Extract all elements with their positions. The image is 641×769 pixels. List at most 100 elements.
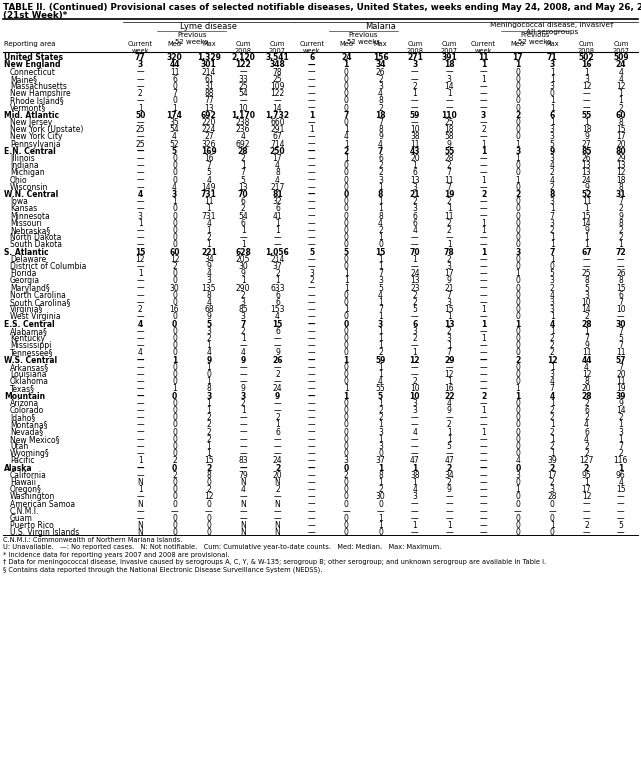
Text: —: — xyxy=(411,514,419,523)
Text: —: — xyxy=(308,363,315,371)
Text: —: — xyxy=(308,241,315,249)
Text: —: — xyxy=(274,449,281,458)
Text: —: — xyxy=(617,312,624,321)
Text: 1: 1 xyxy=(481,219,486,228)
Text: 0: 0 xyxy=(344,104,349,112)
Text: —: — xyxy=(239,413,247,422)
Text: Med: Med xyxy=(167,41,181,47)
Text: 1: 1 xyxy=(344,154,349,163)
Text: 2: 2 xyxy=(550,428,554,437)
Text: 24: 24 xyxy=(410,269,420,278)
Text: 2: 2 xyxy=(447,255,451,264)
Text: C.N.M.I.: C.N.M.I. xyxy=(10,507,39,516)
Text: 3: 3 xyxy=(550,82,554,91)
Text: 221: 221 xyxy=(201,248,217,257)
Text: 2: 2 xyxy=(619,233,623,242)
Text: 0: 0 xyxy=(378,241,383,249)
Text: 12: 12 xyxy=(582,82,591,91)
Text: 8: 8 xyxy=(378,211,383,221)
Text: —: — xyxy=(308,485,315,494)
Text: 1: 1 xyxy=(378,434,383,444)
Text: —: — xyxy=(137,341,144,350)
Text: 2: 2 xyxy=(447,421,451,429)
Text: 6: 6 xyxy=(275,327,280,336)
Text: —: — xyxy=(137,334,144,343)
Text: 0: 0 xyxy=(515,298,520,307)
Text: 3: 3 xyxy=(138,211,142,221)
Text: 85: 85 xyxy=(581,147,592,156)
Text: 0: 0 xyxy=(515,521,520,530)
Text: 0: 0 xyxy=(344,219,349,228)
Text: —: — xyxy=(308,514,315,523)
Text: —: — xyxy=(308,492,315,501)
Text: 1: 1 xyxy=(172,355,177,365)
Text: 77: 77 xyxy=(204,96,213,105)
Text: 0: 0 xyxy=(172,399,177,408)
Text: 1: 1 xyxy=(550,399,554,408)
Text: 1: 1 xyxy=(447,241,451,249)
Text: —: — xyxy=(479,485,487,494)
Text: 88: 88 xyxy=(204,89,213,98)
Text: 13: 13 xyxy=(238,183,248,191)
Text: 0: 0 xyxy=(344,205,349,214)
Text: 9: 9 xyxy=(447,140,452,148)
Text: 0: 0 xyxy=(550,89,554,98)
Text: 0: 0 xyxy=(172,370,177,379)
Text: 60: 60 xyxy=(169,248,179,257)
Text: —: — xyxy=(479,500,487,508)
Text: 4: 4 xyxy=(206,269,212,278)
Text: 9: 9 xyxy=(549,147,555,156)
Text: 1: 1 xyxy=(481,61,486,69)
Text: —: — xyxy=(137,226,144,235)
Text: 2: 2 xyxy=(550,168,554,178)
Text: 23: 23 xyxy=(410,284,420,292)
Text: E.N. Central: E.N. Central xyxy=(4,147,56,156)
Text: 3: 3 xyxy=(412,492,417,501)
Text: —: — xyxy=(137,413,144,422)
Text: 12: 12 xyxy=(547,355,558,365)
Text: 3: 3 xyxy=(619,428,623,437)
Text: 1: 1 xyxy=(378,363,383,371)
Text: —: — xyxy=(479,183,487,191)
Text: 1: 1 xyxy=(550,75,554,84)
Text: 4: 4 xyxy=(515,456,520,465)
Text: 1: 1 xyxy=(309,111,315,120)
Text: 1: 1 xyxy=(584,327,589,336)
Text: 1: 1 xyxy=(550,312,554,321)
Text: —: — xyxy=(479,348,487,358)
Text: 4: 4 xyxy=(619,68,623,77)
Text: 2: 2 xyxy=(550,406,554,415)
Text: —: — xyxy=(617,492,624,501)
Text: 1: 1 xyxy=(550,327,554,336)
Text: —: — xyxy=(137,154,144,163)
Text: 81: 81 xyxy=(272,190,283,199)
Text: C.N.M.I.: Commonwealth of Northern Mariana Islands.: C.N.M.I.: Commonwealth of Northern Maria… xyxy=(3,537,183,542)
Text: Texas§: Texas§ xyxy=(10,384,35,394)
Text: —: — xyxy=(308,355,315,365)
Text: 1: 1 xyxy=(378,205,383,214)
Text: 12: 12 xyxy=(170,255,179,264)
Text: 2: 2 xyxy=(619,413,623,422)
Text: Meningococcal disease, invasive†
All serogroups: Meningococcal disease, invasive† All ser… xyxy=(490,22,614,35)
Text: 0: 0 xyxy=(378,449,383,458)
Text: —: — xyxy=(308,341,315,350)
Text: 0: 0 xyxy=(172,276,177,285)
Text: —: — xyxy=(479,378,487,386)
Text: 1: 1 xyxy=(515,485,520,494)
Text: 348: 348 xyxy=(270,61,285,69)
Text: 9: 9 xyxy=(275,391,280,401)
Text: 4: 4 xyxy=(378,291,383,300)
Text: —: — xyxy=(479,233,487,242)
Text: —: — xyxy=(308,442,315,451)
Text: 6: 6 xyxy=(412,168,417,178)
Text: —: — xyxy=(274,406,281,415)
Text: 43: 43 xyxy=(410,147,420,156)
Text: 0: 0 xyxy=(172,219,177,228)
Text: —: — xyxy=(479,528,487,538)
Text: 0: 0 xyxy=(172,363,177,371)
Text: —: — xyxy=(308,118,315,127)
Text: 16: 16 xyxy=(170,305,179,315)
Text: 5: 5 xyxy=(206,320,212,328)
Text: 2,120: 2,120 xyxy=(231,53,255,62)
Text: Missouri: Missouri xyxy=(10,219,42,228)
